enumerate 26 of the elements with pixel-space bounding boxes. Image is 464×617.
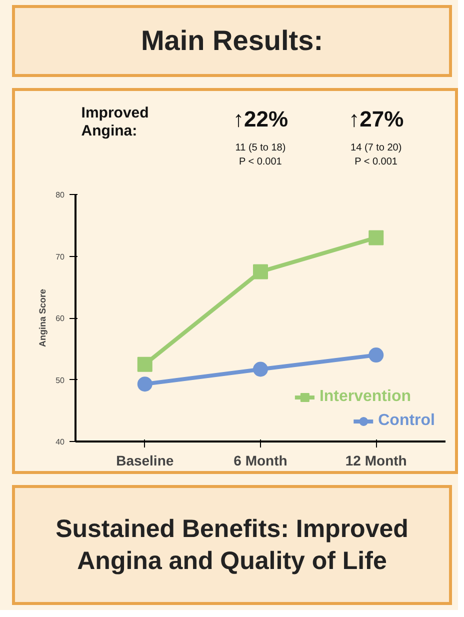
text: ↑27% <box>348 106 404 132</box>
x-tick-label: Baseline <box>116 452 174 468</box>
point <box>137 356 152 372</box>
text: P < 0.001 <box>354 156 398 168</box>
legend-label: Intervention <box>319 388 411 406</box>
text: P < 0.001 <box>238 156 282 168</box>
point <box>368 348 384 363</box>
y-tick-label: 60 <box>56 314 66 323</box>
point <box>137 376 152 392</box>
point <box>368 230 384 246</box>
legend-label: Control <box>378 412 435 430</box>
text: Improved Angina: <box>81 104 149 140</box>
text: 11 (5 to 18) <box>235 142 286 154</box>
point <box>253 362 268 377</box>
text: ↑22% <box>232 106 288 132</box>
text: 14 (7 to 20) <box>350 142 402 154</box>
x-tick-label: 6 Month <box>234 452 288 468</box>
x-tick-label: 12 Month <box>345 452 407 468</box>
y-tick-label: 40 <box>56 438 66 446</box>
y-axis-title: Angina Score <box>38 288 48 348</box>
y-tick-label: 80 <box>56 190 66 200</box>
chart-title: Main Results: <box>140 24 324 58</box>
y-tick-label: 50 <box>56 376 66 385</box>
text: Sustained Benefits: Improved Angina and Quality of Life <box>54 514 410 577</box>
point <box>253 264 268 280</box>
y-tick-label: 70 <box>56 252 66 262</box>
